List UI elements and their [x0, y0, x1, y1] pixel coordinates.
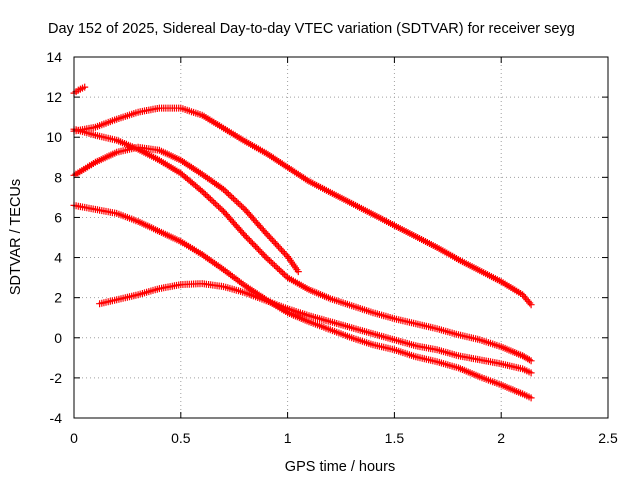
series-arc-6 — [96, 280, 535, 377]
y-tick-label: 10 — [46, 129, 62, 145]
x-tick-label: 1 — [284, 430, 292, 446]
y-tick-label: 0 — [54, 330, 62, 346]
y-tick-label: 6 — [54, 209, 62, 225]
x-tick-label: 2.5 — [598, 430, 618, 446]
x-tick-label: 0 — [70, 430, 78, 446]
x-tick-label: 2 — [497, 430, 505, 446]
y-tick-label: 4 — [54, 250, 62, 266]
y-axis-label: SDTVAR / TECUs — [8, 179, 24, 295]
y-tick-labels: -4 -2 0 2 4 6 8 10 12 14 — [46, 49, 62, 426]
plot-frame — [73, 56, 609, 419]
y-tick-label: 14 — [46, 49, 62, 65]
y-tick-label: 12 — [46, 89, 62, 105]
y-tick-label: -4 — [50, 410, 63, 426]
x-tick-label: 1.5 — [385, 430, 405, 446]
y-tick-label: 8 — [54, 169, 62, 185]
chart-title: Day 152 of 2025, Sidereal Day-to-day VTE… — [48, 21, 575, 37]
grid — [74, 57, 608, 418]
axis-ticks — [73, 56, 609, 419]
x-tick-label: 0.5 — [171, 430, 191, 446]
x-tick-labels: 0 0.5 1 1.5 2 2.5 — [70, 430, 618, 446]
x-axis-label: GPS time / hours — [285, 459, 395, 475]
y-tick-label: 2 — [54, 290, 62, 306]
y-tick-label: -2 — [50, 370, 63, 386]
